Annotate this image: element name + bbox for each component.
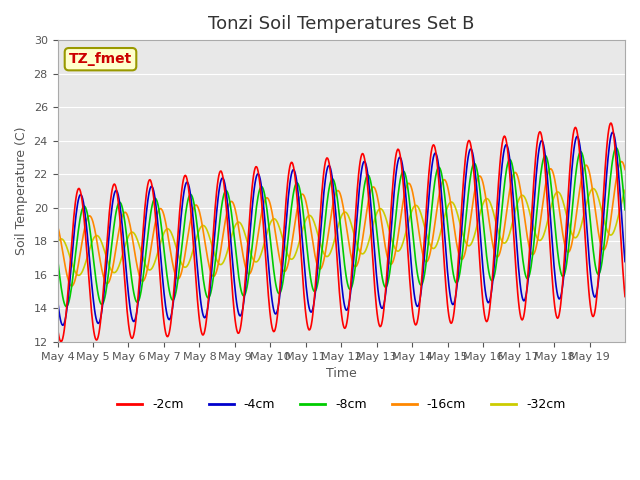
-2cm	[621, 294, 629, 300]
-4cm	[54, 296, 61, 302]
-4cm	[225, 218, 233, 224]
-16cm	[121, 209, 129, 215]
-8cm	[433, 170, 440, 176]
-2cm	[54, 324, 61, 330]
-4cm	[433, 151, 440, 157]
-8cm	[612, 145, 620, 151]
Text: TZ_fmet: TZ_fmet	[69, 52, 132, 66]
Line: -8cm: -8cm	[58, 148, 625, 307]
-32cm	[275, 223, 283, 228]
-16cm	[54, 223, 61, 228]
-32cm	[225, 242, 233, 248]
-4cm	[59, 323, 67, 328]
Line: -2cm: -2cm	[58, 123, 625, 342]
-32cm	[121, 244, 129, 250]
-16cm	[253, 237, 261, 243]
-32cm	[401, 235, 408, 240]
Line: -4cm: -4cm	[58, 132, 625, 325]
Legend: -2cm, -4cm, -8cm, -16cm, -32cm: -2cm, -4cm, -8cm, -16cm, -32cm	[112, 394, 570, 417]
-4cm	[621, 259, 629, 264]
Line: -16cm: -16cm	[58, 162, 625, 286]
-2cm	[225, 244, 233, 250]
X-axis label: Time: Time	[326, 367, 356, 380]
-16cm	[68, 283, 76, 289]
-8cm	[621, 207, 629, 213]
-2cm	[433, 153, 440, 158]
-8cm	[63, 304, 70, 310]
-4cm	[609, 130, 616, 135]
-32cm	[589, 186, 597, 192]
-4cm	[253, 171, 261, 177]
-16cm	[275, 251, 283, 257]
-16cm	[618, 159, 625, 165]
Y-axis label: Soil Temperature (C): Soil Temperature (C)	[15, 127, 28, 255]
Line: -32cm: -32cm	[58, 189, 625, 276]
-8cm	[225, 195, 233, 201]
Title: Tonzi Soil Temperatures Set B: Tonzi Soil Temperatures Set B	[208, 15, 474, 33]
-32cm	[433, 242, 440, 248]
-32cm	[253, 259, 261, 264]
-16cm	[225, 201, 233, 207]
-2cm	[253, 165, 261, 171]
-2cm	[58, 339, 65, 345]
-8cm	[253, 198, 261, 204]
-32cm	[54, 240, 61, 246]
-16cm	[401, 191, 408, 197]
-2cm	[121, 281, 129, 287]
-2cm	[607, 120, 615, 126]
-32cm	[621, 187, 629, 193]
-4cm	[401, 179, 408, 184]
-2cm	[275, 299, 283, 305]
-16cm	[621, 167, 629, 172]
-4cm	[121, 252, 129, 258]
-8cm	[275, 291, 283, 297]
-8cm	[401, 169, 408, 175]
-2cm	[401, 198, 408, 204]
-8cm	[121, 219, 129, 225]
-16cm	[433, 210, 440, 216]
-32cm	[75, 273, 83, 278]
-4cm	[275, 300, 283, 306]
-8cm	[54, 255, 61, 261]
